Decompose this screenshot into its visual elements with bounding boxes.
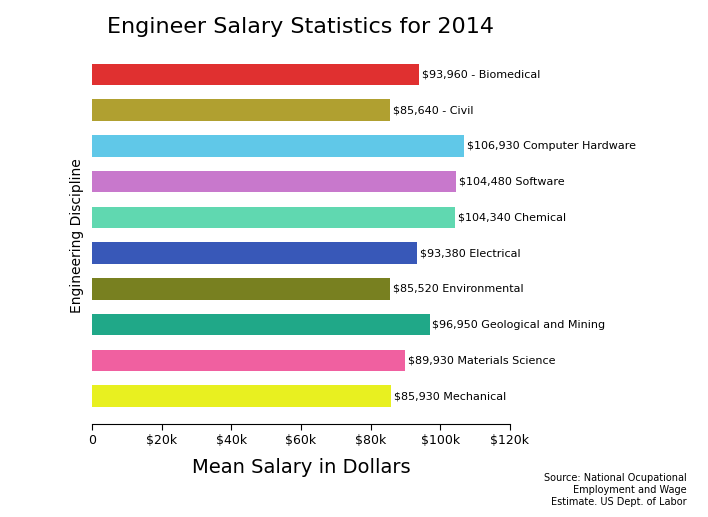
Bar — [92, 135, 464, 157]
Title: Engineer Salary Statistics for 2014: Engineer Salary Statistics for 2014 — [108, 17, 494, 37]
Text: $104,340 Chemical: $104,340 Chemical — [458, 212, 566, 222]
Text: $89,930 Materials Science: $89,930 Materials Science — [408, 355, 555, 366]
Bar — [92, 314, 430, 336]
Y-axis label: Engineering Discipline: Engineering Discipline — [69, 158, 84, 313]
Text: $85,930 Mechanical: $85,930 Mechanical — [394, 391, 506, 401]
Text: Source: National Ocupational
Employment and Wage
Estimate. US Dept. of Labor: Source: National Ocupational Employment … — [544, 474, 687, 507]
Bar — [92, 207, 455, 228]
Text: $104,480 Software: $104,480 Software — [459, 177, 564, 187]
Text: $93,380 Electrical: $93,380 Electrical — [420, 248, 520, 258]
Text: $85,520 Environmental: $85,520 Environmental — [392, 284, 523, 294]
X-axis label: Mean Salary in Dollars: Mean Salary in Dollars — [192, 459, 410, 478]
Text: $106,930 Computer Hardware: $106,930 Computer Hardware — [467, 141, 636, 151]
Bar — [92, 99, 390, 121]
Bar — [92, 171, 456, 192]
Bar — [92, 349, 405, 371]
Bar — [92, 278, 389, 299]
Text: $85,640 - Civil: $85,640 - Civil — [393, 105, 474, 115]
Text: $96,950 Geological and Mining: $96,950 Geological and Mining — [433, 320, 605, 329]
Bar — [92, 242, 417, 264]
Text: $93,960 - Biomedical: $93,960 - Biomedical — [422, 69, 540, 80]
Bar — [92, 385, 391, 407]
Bar — [92, 64, 419, 85]
